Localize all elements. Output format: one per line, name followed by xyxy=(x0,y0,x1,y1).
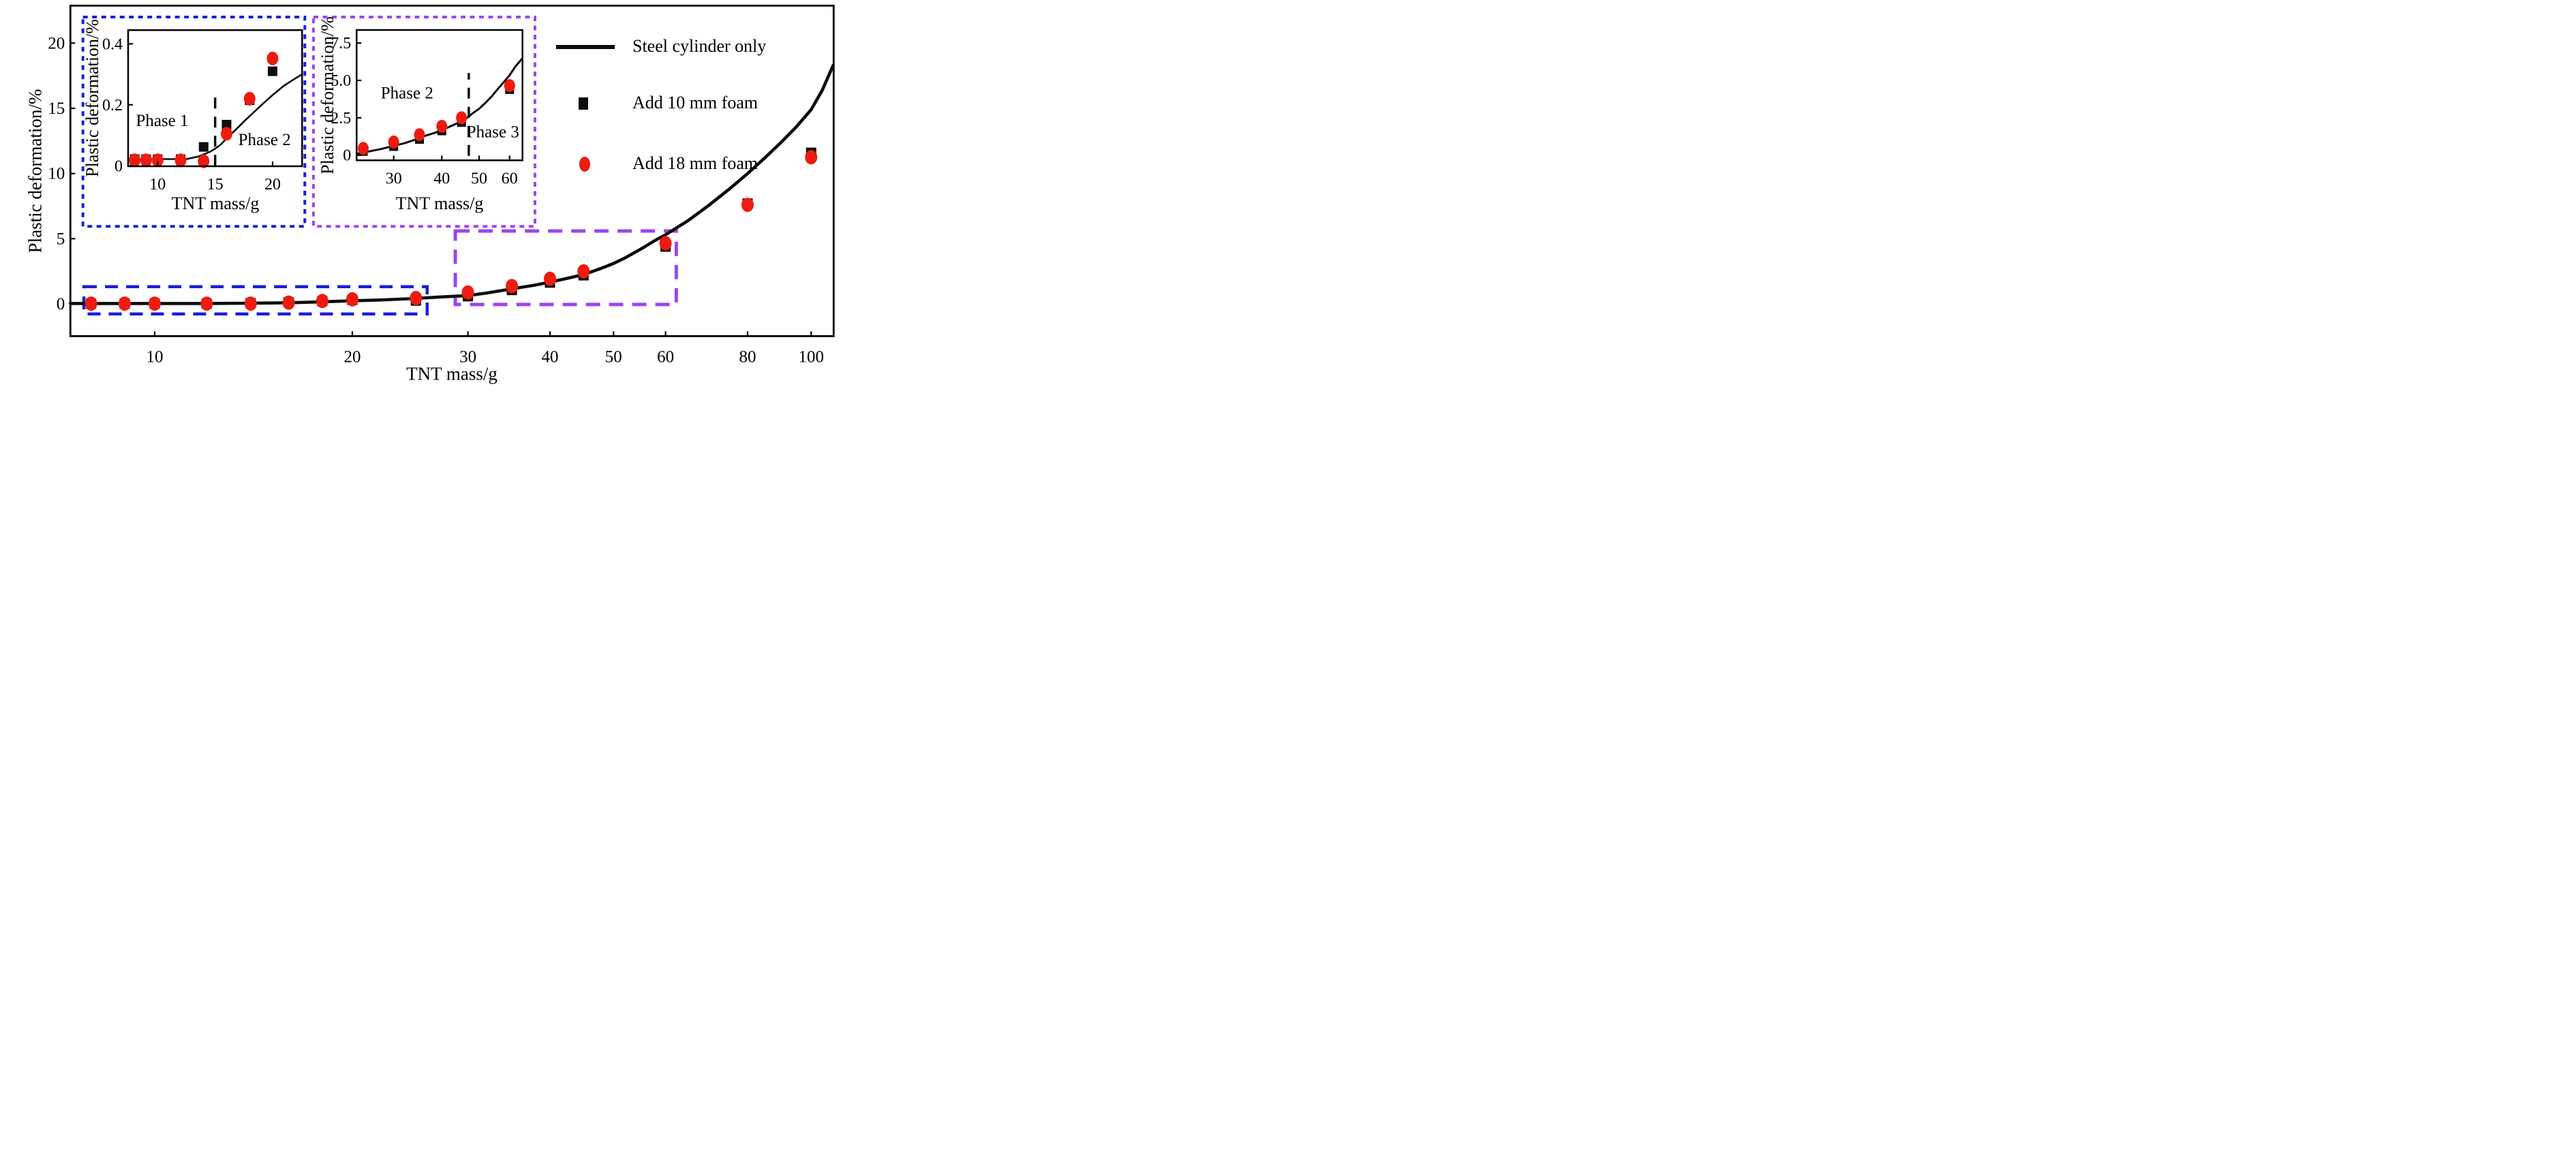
main-foam18-point xyxy=(577,264,590,279)
main-x-tick-label: 10 xyxy=(147,347,164,366)
chart-svg: 10 20 30 40 50 60 80 100 0 5 10 15 20 10 15 20 0 0.2 0.4 Ph… xyxy=(48,4,835,366)
x-axis-label: TNT mass/g xyxy=(406,363,497,384)
main-y-tick-label: 0 xyxy=(57,295,65,313)
inset1-foam18-point xyxy=(140,153,152,168)
inset2-x-tick-label: 40 xyxy=(433,170,450,187)
legend-line-marker xyxy=(556,45,615,49)
inset2-foam18-point xyxy=(504,79,515,93)
inset2-foam18-point xyxy=(414,128,425,142)
inset2-y-tick-label: 0 xyxy=(343,147,351,165)
legend-label-steel-cylinder: Steel cylinder only xyxy=(632,36,767,56)
main-foam18-point xyxy=(461,285,474,300)
main-foam18-point xyxy=(316,294,328,309)
inset2-y-tick-label: 7.5 xyxy=(331,35,351,52)
inset2-zoom-border-purple xyxy=(312,16,536,228)
inset2-y-tick-label: 5.0 xyxy=(331,72,351,90)
main-foam18-point xyxy=(282,295,295,310)
zoom-region-box-blue xyxy=(82,285,429,315)
inset2-foam18-point xyxy=(456,111,467,125)
inset1-foam18-point xyxy=(129,153,141,168)
zoom-region-box-purple xyxy=(453,229,678,307)
inset1-zoom-border-blue xyxy=(81,16,307,228)
inset2-x-tick-label: 50 xyxy=(471,170,487,187)
main-x-tick-label: 100 xyxy=(799,347,825,366)
inset1-foam18-point xyxy=(266,51,279,65)
inset2-foam18-point xyxy=(436,119,448,133)
main-y-tick-label: 10 xyxy=(48,165,65,183)
main-x-tick-label: 40 xyxy=(542,347,559,366)
inset1-phase-label: Phase 1 xyxy=(136,112,188,130)
inset1-foam18-point xyxy=(243,91,256,106)
main-x-tick-label: 20 xyxy=(344,347,361,366)
main-foam18-point xyxy=(506,279,519,294)
figure: 10 20 30 40 50 60 80 100 0 5 10 15 20 10 15 20 0 0.2 0.4 Ph… xyxy=(0,0,859,386)
inset1-plot: 10 15 20 0 0.2 0.4 Phase 1 Phase 2 xyxy=(102,29,303,194)
inset2-plot-frame xyxy=(356,29,523,161)
main-foam18-point xyxy=(741,198,754,213)
inset2-y-axis-label: Plastic deformation/% xyxy=(318,16,337,174)
main-y-tick-label: 15 xyxy=(48,99,65,118)
inset1-foam18-point xyxy=(198,154,210,168)
main-foam18-point xyxy=(200,296,213,311)
main-foam18-point xyxy=(85,296,97,311)
inset1-foam10-point xyxy=(198,142,209,152)
inset2-x-axis-label: TNT mass/g xyxy=(395,194,484,213)
y-axis-label: Plastic deformation/% xyxy=(25,89,46,253)
main-y-tick-label: 5 xyxy=(57,230,65,248)
main-y-tick-label: 20 xyxy=(48,34,65,52)
inset2-phase-label: Phase 3 xyxy=(467,123,519,141)
inset1-y-axis-label: Plastic deformation/% xyxy=(82,19,102,177)
legend-label-foam-10mm: Add 10 mm foam xyxy=(632,93,758,112)
main-foam18-point xyxy=(410,290,423,305)
inset1-foam10-point xyxy=(268,66,277,76)
inset1-y-tick-label: 0.2 xyxy=(102,97,123,114)
inset1-foam10-point xyxy=(221,119,232,129)
inset2-foam18-point xyxy=(388,135,399,149)
main-foam18-point xyxy=(149,296,161,311)
inset2-plot: 30 40 50 60 0 2.5 5.0 7.5 Phase 2 Phase 3 xyxy=(331,29,523,187)
inset1-x-tick-label: 10 xyxy=(149,176,166,194)
inset1-x-axis-label: TNT mass/g xyxy=(171,194,260,213)
main-foam18-point xyxy=(346,292,358,307)
inset2-x-tick-label: 30 xyxy=(386,170,402,187)
inset1-y-tick-label: 0.4 xyxy=(102,35,123,53)
inset1-x-tick-label: 15 xyxy=(207,176,224,194)
inset2-x-tick-label: 60 xyxy=(502,170,518,187)
main-foam18-point xyxy=(544,271,556,286)
inset2-phase-label: Phase 2 xyxy=(381,84,433,102)
legend-circle-marker xyxy=(579,157,590,172)
inset1-phase-label: Phase 2 xyxy=(239,131,291,149)
main-foam18-point xyxy=(805,150,818,165)
main-x-tick-label: 60 xyxy=(657,347,674,366)
inset2-foam18-point xyxy=(358,142,369,155)
main-x-tick-label: 50 xyxy=(605,347,622,366)
main-foam18-point xyxy=(244,296,257,311)
inset1-foam18-point xyxy=(221,127,232,141)
main-foam18-point xyxy=(659,236,672,251)
inset1-x-tick-label: 20 xyxy=(264,176,281,194)
inset2-y-tick-label: 2.5 xyxy=(331,110,351,127)
main-foam18-point xyxy=(118,296,131,311)
main-plot-frame xyxy=(69,4,835,337)
legend-label-foam-18mm: Add 18 mm foam xyxy=(632,153,758,173)
inset1-steel-cylinder-curve xyxy=(127,73,303,160)
inset1-y-tick-label: 0 xyxy=(114,157,123,175)
inset1-foam18-point xyxy=(174,153,187,168)
inset1-foam18-point xyxy=(151,153,164,168)
main-x-tick-label: 80 xyxy=(739,347,756,366)
legend-square-marker xyxy=(579,97,588,110)
main-steel-cylinder-curve xyxy=(69,63,835,305)
main-x-tick-label: 30 xyxy=(459,347,476,366)
